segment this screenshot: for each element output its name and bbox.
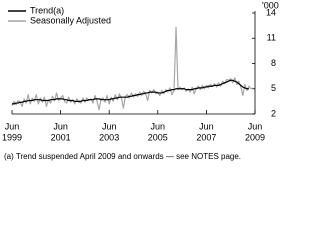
y-tick-label: 8 (271, 58, 276, 68)
chart: '000 (a) Trend suspended April 2009 and … (2, 0, 279, 161)
x-tick-label: Jun (53, 121, 68, 131)
x-tick-label: Jun (102, 121, 117, 131)
x-tick-label: Jun (199, 121, 214, 131)
x-tick-label: Jun (151, 121, 166, 131)
x-tick-year: 2007 (196, 132, 216, 142)
x-tick-year: 2001 (51, 132, 71, 142)
y-tick-label: 2 (271, 108, 276, 118)
x-tick-year: 2005 (148, 132, 168, 142)
legend-label: Trend(a) (30, 5, 64, 15)
x-tick-label: Jun (248, 121, 263, 131)
legend-label: Seasonally Adjusted (30, 15, 111, 25)
series-line (12, 79, 249, 105)
y-tick-label: 11 (267, 33, 276, 43)
x-tick-year: 2009 (245, 132, 265, 142)
y-tick-label: 14 (266, 7, 276, 17)
y-tick-label: 5 (271, 83, 276, 93)
y-axis-label: '000 (262, 0, 279, 10)
x-tick-year: 2003 (99, 132, 119, 142)
x-tick-label: Jun (5, 121, 20, 131)
series-line (11, 26, 254, 111)
footnote: (a) Trend suspended April 2009 and onwar… (4, 152, 241, 161)
x-tick-year: 1999 (2, 132, 22, 142)
